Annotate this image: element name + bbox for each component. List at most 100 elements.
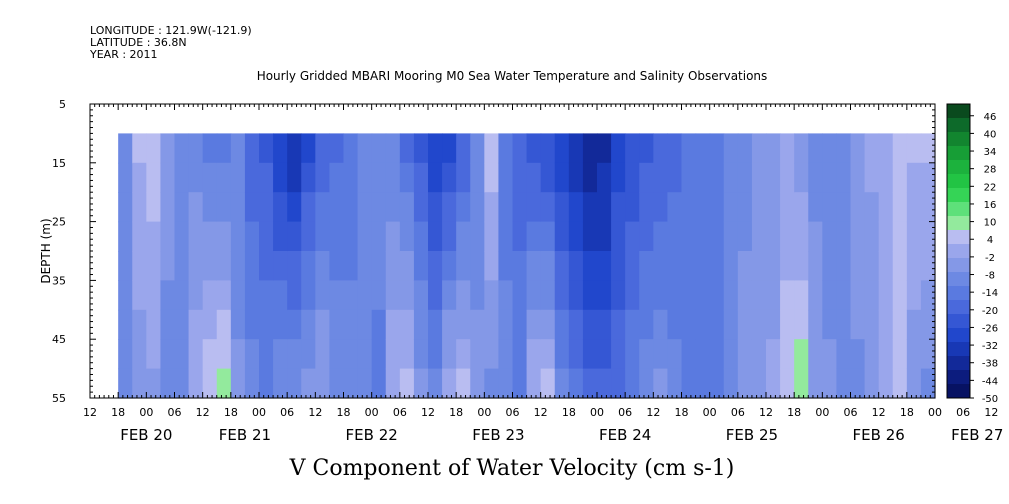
heat-cell <box>526 280 542 311</box>
heat-cell <box>737 162 753 193</box>
heat-cell <box>625 162 640 193</box>
heat-cell <box>202 192 218 223</box>
colorbar-swatch <box>947 216 970 231</box>
colorbar-swatch <box>947 384 970 399</box>
heat-cell <box>892 251 908 281</box>
heat-cell <box>766 251 781 281</box>
heat-cell <box>639 162 654 193</box>
heat-cell <box>554 221 570 252</box>
heat-cell <box>822 339 838 370</box>
colorbar-label: -32 <box>982 341 998 352</box>
heat-cell <box>526 192 542 223</box>
heat-cell <box>160 339 176 370</box>
heat-cell <box>808 192 823 223</box>
heat-cell <box>273 162 288 193</box>
heat-cell <box>357 339 373 370</box>
heat-cell <box>329 280 345 311</box>
heat-cell <box>315 221 331 252</box>
heat-cell <box>709 368 725 399</box>
heat-cell <box>878 251 894 281</box>
heat-cell <box>540 280 556 311</box>
heat-cell <box>850 133 866 164</box>
heat-cell <box>315 251 331 281</box>
heat-cell <box>301 339 316 370</box>
heat-cell <box>160 368 176 399</box>
heat-cell <box>385 368 401 399</box>
heat-cell <box>244 339 260 370</box>
heat-cell <box>371 162 387 193</box>
heat-cell <box>554 309 570 340</box>
heat-cell <box>442 251 457 281</box>
heat-cell <box>611 251 626 281</box>
heat-cell <box>639 192 654 223</box>
heat-cell <box>751 221 767 252</box>
x-hour-tick-label: 00 <box>590 406 604 419</box>
x-hour-tick-label: 00 <box>252 406 266 419</box>
heat-cell <box>751 192 767 223</box>
heat-cell <box>230 192 246 223</box>
heat-cell <box>766 368 781 399</box>
heat-cell <box>695 309 711 340</box>
x-hour-tick-label: 12 <box>196 406 210 419</box>
colorbar-swatch <box>947 370 970 385</box>
heat-cell <box>470 133 485 164</box>
heat-cell <box>301 251 316 281</box>
heat-cell <box>301 192 316 223</box>
heat-cell <box>639 309 654 340</box>
x-hour-tick-label: 06 <box>844 406 858 419</box>
heat-cell <box>709 133 725 164</box>
colorbar-swatch <box>947 146 970 161</box>
heat-cell <box>920 339 936 370</box>
heat-cell <box>751 309 767 340</box>
heat-cell <box>766 162 781 193</box>
x-date-label: FEB 22 <box>346 426 398 444</box>
heat-cell <box>582 251 598 281</box>
heat-cell <box>822 309 838 340</box>
heat-cell <box>695 368 711 399</box>
heat-cell <box>188 192 204 223</box>
heat-cell <box>357 280 373 311</box>
heat-cell <box>864 192 880 223</box>
heat-cell <box>385 133 401 164</box>
heat-cell <box>625 133 640 164</box>
heat-cell <box>160 309 176 340</box>
heat-cell <box>357 251 373 281</box>
heat-cell <box>343 192 359 223</box>
heat-cell <box>230 221 246 252</box>
heat-cell <box>146 309 162 340</box>
heat-cell <box>878 192 894 223</box>
colorbar-label: 10 <box>984 218 997 229</box>
heat-cell <box>582 192 598 223</box>
heat-cell <box>625 280 640 311</box>
heat-cell <box>188 309 204 340</box>
heat-cell <box>582 339 598 370</box>
heat-cell <box>428 133 443 164</box>
heat-cell <box>681 133 697 164</box>
heat-cell <box>484 280 500 311</box>
heat-cell <box>597 339 612 370</box>
heat-cell <box>639 339 654 370</box>
x-hour-tick-label: 00 <box>928 406 942 419</box>
heat-cell <box>301 368 316 399</box>
heat-cell <box>568 280 584 311</box>
heat-cell <box>709 192 725 223</box>
colorbar-swatch <box>947 300 970 315</box>
heat-cell <box>442 221 457 252</box>
heat-cell <box>653 309 669 340</box>
x-hour-tick-label: 12 <box>872 406 886 419</box>
latitude-label: LATITUDE : 36.8N <box>90 36 187 49</box>
heat-cell <box>287 368 302 399</box>
heat-cell <box>512 280 528 311</box>
heat-cell <box>850 280 866 311</box>
heat-cell <box>118 251 133 281</box>
heat-cell <box>653 133 669 164</box>
heat-cell <box>484 251 500 281</box>
heat-cell <box>259 251 274 281</box>
heat-cell <box>625 309 640 340</box>
heat-cell <box>864 309 880 340</box>
heat-cell <box>723 251 739 281</box>
heat-cell <box>230 162 246 193</box>
heat-cell <box>244 162 260 193</box>
heat-cell <box>301 221 316 252</box>
heat-cell <box>230 251 246 281</box>
